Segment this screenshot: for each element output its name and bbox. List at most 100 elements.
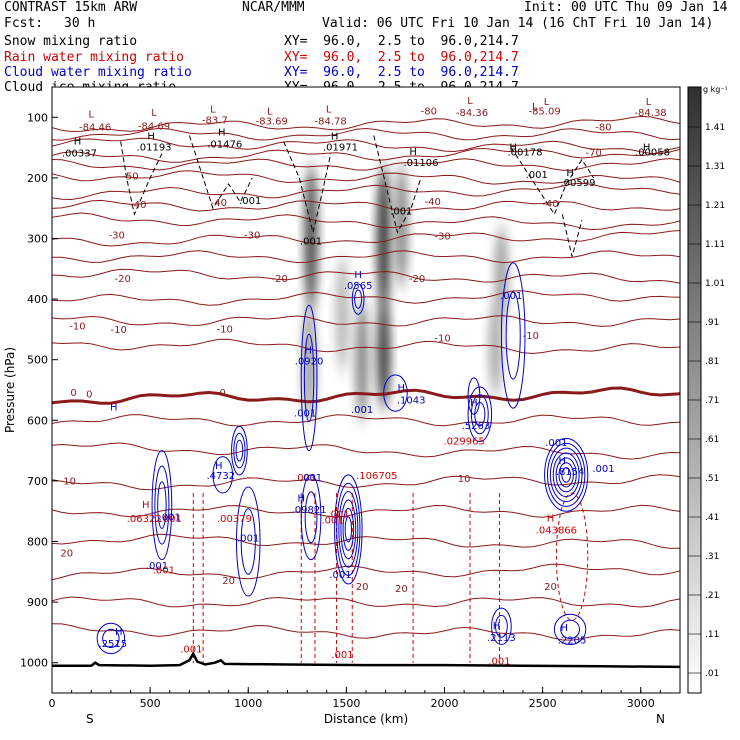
rain-water-contours (192, 492, 589, 663)
cloud-label-5: .001 (294, 409, 316, 420)
cloud-label-17: .001 (159, 512, 181, 523)
ice-contour-5 (561, 214, 583, 257)
temperature-label-19: -20 (114, 274, 130, 285)
temperature-label-7: -85.09 (528, 106, 560, 117)
legend-rain-xy: XY= 96.0, 2.5 to 96.0,214.7 (284, 50, 519, 65)
ice-contour-1 (188, 135, 253, 210)
x-tick-label-6: 3000 (627, 697, 655, 710)
cloud-contour-1-5 (344, 516, 353, 543)
cloud-contour-1-2 (338, 491, 359, 568)
rain-label-13: .001 (331, 650, 353, 661)
y-tick-label-3: 400 (27, 293, 48, 306)
legend-cloud-label: Cloud water mixing ratio (4, 65, 192, 80)
ice-label-6: H (331, 132, 339, 143)
temperature-label-35: 20 (544, 582, 557, 593)
colorbar-label-11: .31 (705, 552, 719, 562)
isotherm-22 (52, 596, 680, 608)
forecast-value: 30 h (64, 16, 96, 31)
isotherm-12 (52, 290, 680, 306)
ice-label-0: H (74, 137, 82, 148)
rain-label-10: .043866 (536, 526, 577, 537)
cloud-contour-0-4 (555, 457, 577, 493)
ice-contour-2 (283, 141, 332, 233)
rain-label-4: .001 (294, 473, 316, 484)
cloud-label-30: .2205 (558, 635, 587, 646)
snow-plume-3 (355, 299, 370, 421)
ice-label-4: H (218, 127, 226, 138)
colorbar: g kg⁻¹ 1.41 1.31 1.21 1.11 1.01 .91 .81 .71 .61 .5… (687, 85, 728, 694)
ice-label-16: .00599 (560, 178, 595, 189)
snow-plume-1 (302, 305, 317, 421)
cloud-label-22: H (558, 456, 566, 467)
rain-label-0: H (142, 500, 150, 511)
x-axis-label: Distance (km) (324, 712, 408, 726)
colorbar-label-0: 1.41 (705, 123, 725, 133)
temperature-label-11: -50 (122, 172, 138, 183)
temperature-label-10: -70 (585, 148, 601, 159)
ice-contour-4 (510, 147, 595, 216)
cloud-contour-0-6 (561, 467, 571, 483)
south-label: S (86, 712, 94, 726)
colorbar-label-8: .61 (705, 435, 719, 445)
y-axis-label: Pressure (hPa) (3, 347, 17, 433)
colorbar-label-5: .91 (705, 318, 719, 328)
cloud-label-24: .001 (592, 464, 614, 475)
rain-contour-box-0 (555, 492, 589, 621)
rain-label-9: H (547, 514, 555, 525)
colorbar-label-3: 1.11 (705, 240, 725, 250)
ice-label-14: .001 (526, 170, 548, 181)
temperature-label-22: -10 (69, 321, 85, 332)
cloud-contour-0-0 (544, 437, 589, 512)
isotherm-14 (52, 338, 680, 355)
temperature-label-14: -40 (425, 197, 441, 208)
y-tick-label-6: 700 (27, 475, 48, 488)
low-label-8: L (646, 97, 652, 108)
low-label-3: L (267, 106, 273, 117)
cloud-contour-13-0 (467, 377, 481, 415)
cloud-label-15: .09821 (292, 505, 327, 516)
x-tick-label-2: 1000 (234, 697, 262, 710)
cloud-label-6: H (398, 383, 406, 394)
cloud-label-1: .0565 (344, 281, 373, 292)
cloud-label-28: .2113 (487, 633, 516, 644)
cloud-label-20: .001 (329, 570, 351, 581)
cloud-contour-8-0 (235, 486, 261, 597)
temperature-label-8: -80 (595, 123, 611, 134)
colorbar-label-10: .41 (705, 513, 719, 523)
rain-label-3: .00379 (217, 514, 252, 525)
cloud-label-2: H (354, 270, 362, 281)
y-tick-label-1: 200 (27, 172, 48, 185)
temperature-label-25: -10 (434, 334, 450, 345)
cloud-contour-9-1 (304, 491, 318, 544)
colorbar-gradient (687, 86, 702, 694)
isotherm-23 (52, 623, 680, 641)
colorbar-label-14: .01 (705, 669, 719, 679)
isotherm-3 (52, 146, 680, 163)
low-label-7: L (544, 97, 550, 108)
ice-contour-3 (373, 135, 422, 234)
north-label: N (656, 712, 665, 726)
y-tick-label-2: 300 (27, 233, 48, 246)
rain-label-2: .001 (160, 514, 182, 525)
ice-label-5: .01476 (207, 140, 242, 151)
ice-label-1: .00337 (62, 149, 97, 160)
cloud-contour-3-0 (231, 425, 248, 476)
ice-contour-0 (120, 141, 163, 216)
y-tick-label-9: 1000 (20, 657, 48, 670)
cloud-water-contours (96, 262, 589, 655)
temperature-label-28: 0 (86, 389, 92, 400)
temperature-label-17: -30 (244, 231, 260, 242)
rain-label-11: .001 (153, 566, 175, 577)
ice-label-9: .01106 (403, 158, 438, 169)
cloud-label-7: .1043 (397, 395, 426, 406)
isotherm-7 (52, 199, 680, 212)
cloud-contour-0-3 (552, 452, 580, 498)
colorbar-label-6: .81 (705, 357, 719, 367)
low-label-5: L (467, 96, 473, 107)
y-tick-label-8: 900 (27, 596, 48, 609)
isotherm-zero (52, 386, 680, 405)
low-label-1: L (151, 108, 157, 119)
x-tick-label-3: 1500 (332, 697, 360, 710)
snow-plume-2 (335, 256, 350, 372)
